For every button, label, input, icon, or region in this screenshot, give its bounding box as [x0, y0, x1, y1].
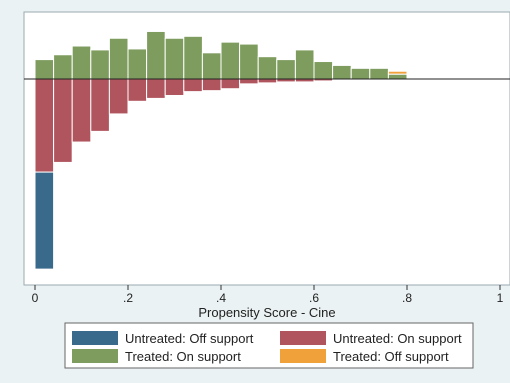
bar-treated-on-support-15 — [313, 61, 334, 80]
x-tick-label-1: .2 — [123, 291, 133, 305]
legend-label-treated-off-support: Treated: Off support — [333, 349, 449, 364]
bar-treated-on-support-5 — [127, 48, 148, 80]
x-tick-label-4: .8 — [402, 291, 412, 305]
bar-treated-on-support-19 — [387, 73, 408, 80]
bar-untreated-on-support-3 — [90, 78, 110, 132]
bar-treated-on-support-6 — [146, 30, 166, 80]
bar-untreated-off-support-0 — [34, 171, 55, 270]
x-axis-label: Propensity Score - Cine — [198, 305, 335, 320]
bar-untreated-on-support-2 — [71, 78, 92, 143]
bar-untreated-on-support-4 — [108, 78, 129, 115]
x-tick-label-0: 0 — [32, 291, 39, 305]
bar-treated-off-support-19 — [387, 70, 408, 75]
bar-untreated-on-support-5 — [127, 78, 148, 102]
bar-treated-on-support-4 — [108, 37, 129, 80]
bar-untreated-on-support-0 — [34, 78, 55, 173]
bar-treated-on-support-17 — [350, 67, 371, 80]
legend-swatch-untreated-on-support — [280, 331, 326, 345]
bar-treated-on-support-8 — [183, 35, 203, 80]
bar-treated-on-support-10 — [220, 41, 241, 80]
legend-label-untreated-on-support: Untreated: On support — [333, 331, 462, 346]
bar-treated-on-support-13 — [276, 59, 296, 80]
bar-untreated-on-support-11 — [239, 78, 259, 85]
bar-untreated-on-support-9 — [201, 78, 222, 92]
legend-label-treated-on-support: Treated: On support — [125, 349, 241, 364]
bar-treated-on-support-7 — [164, 37, 185, 80]
x-axis: 0 .2 .4 .6 .8 1 — [32, 285, 504, 305]
bar-treated-on-support-3 — [90, 49, 110, 80]
x-tick-label-3: .6 — [309, 291, 319, 305]
bar-treated-on-support-1 — [53, 54, 73, 80]
bar-treated-on-support-11 — [239, 43, 259, 80]
legend-swatch-treated-on-support — [72, 349, 118, 363]
legend-label-untreated-off-support: Untreated: Off support — [125, 331, 254, 346]
bar-untreated-on-support-7 — [164, 78, 185, 96]
bar-treated-on-support-16 — [332, 64, 352, 80]
bar-untreated-on-support-12 — [257, 78, 278, 84]
legend-box — [64, 322, 474, 369]
bar-untreated-on-support-6 — [146, 78, 166, 99]
x-tick-label-2: .4 — [216, 291, 226, 305]
bar-treated-on-support-12 — [257, 56, 278, 80]
bars-layer — [34, 30, 408, 270]
x-tick-label-5: 1 — [497, 291, 504, 305]
legend-swatch-untreated-off-support — [72, 331, 118, 345]
legend-swatch-treated-off-support — [280, 349, 326, 363]
legend: Untreated: Off support Untreated: On supp… — [72, 331, 462, 364]
bar-treated-on-support-9 — [201, 52, 222, 80]
bar-untreated-on-support-1 — [53, 78, 73, 163]
bar-untreated-on-support-10 — [220, 78, 241, 90]
bar-treated-on-support-18 — [369, 67, 389, 80]
bar-treated-on-support-2 — [71, 45, 92, 80]
bar-treated-on-support-0 — [34, 59, 55, 80]
bar-untreated-on-support-8 — [183, 78, 203, 93]
bar-treated-on-support-14 — [294, 49, 315, 80]
